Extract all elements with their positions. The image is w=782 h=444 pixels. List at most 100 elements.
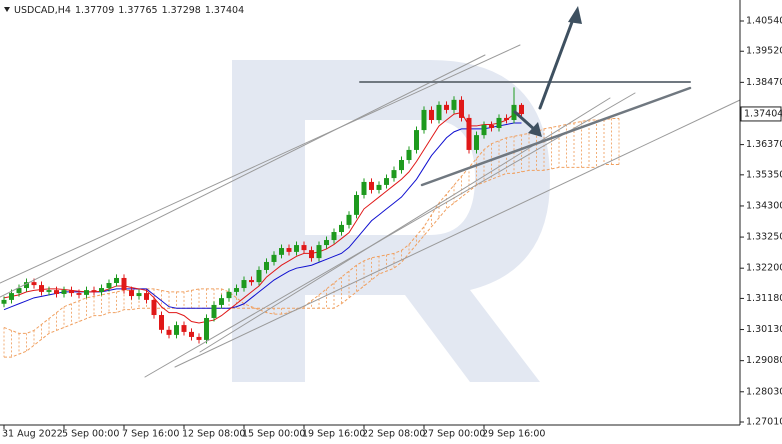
- candle-body: [466, 117, 472, 150]
- header-low: 1.37298: [162, 5, 201, 16]
- candle-body: [99, 288, 104, 292]
- candle-body: [361, 181, 367, 195]
- candle-body: [391, 170, 397, 179]
- tenkan-line: [3, 112, 522, 324]
- candle-body: [481, 125, 487, 136]
- candle-body: [301, 245, 307, 251]
- symbol: USDCAD,H4: [14, 5, 71, 16]
- y-tick-label: 1.28030: [746, 386, 782, 397]
- y-tick-label: 1.33250: [746, 232, 782, 243]
- x-tick-label: 22 Sep 08:00: [362, 429, 425, 440]
- candle-body: [354, 194, 359, 215]
- y-tick-label: 1.29080: [746, 355, 782, 366]
- forecast-arrow: [513, 110, 537, 132]
- arrow-head: [528, 122, 542, 137]
- candle-body: [31, 282, 37, 286]
- candle-body: [256, 269, 262, 283]
- candle-body: [399, 160, 404, 171]
- candle-body: [241, 280, 247, 289]
- candle-body: [159, 315, 164, 330]
- candle-body: [166, 329, 172, 335]
- candle-body: [211, 304, 217, 318]
- candle-body: [61, 290, 67, 294]
- candle-body: [346, 214, 352, 225]
- candle-body: [294, 245, 299, 252]
- candle-body: [54, 290, 59, 294]
- candle-body: [151, 299, 157, 316]
- y-tick-label: 1.39520: [746, 46, 782, 57]
- arrow-head: [568, 6, 582, 24]
- header-icon: [4, 7, 10, 12]
- candle-body: [189, 331, 194, 337]
- candle-body: [121, 277, 127, 291]
- x-tick-label: 15 Sep 00:00: [242, 429, 305, 440]
- candle-body: [324, 240, 329, 246]
- candle-body: [249, 280, 254, 283]
- y-tick-label: 1.38470: [746, 77, 782, 88]
- y-tick-label: 1.31180: [746, 293, 782, 304]
- candle-body: [271, 254, 277, 262]
- candle-body: [39, 285, 44, 292]
- candle-body: [384, 178, 389, 185]
- current-price-label: 1.37404: [744, 108, 782, 119]
- candle-body: [459, 99, 464, 118]
- y-tick-label: 1.36370: [746, 139, 782, 150]
- candle-body: [181, 325, 187, 332]
- candle-body: [286, 248, 292, 252]
- candle-body: [421, 109, 427, 131]
- x-tick-label: 19 Sep 16:00: [302, 429, 365, 440]
- x-tick-label: 29 Sep 16:00: [482, 429, 545, 440]
- candle-body: [406, 149, 412, 161]
- channel-line: [0, 54, 486, 298]
- triangle-line: [420, 86, 692, 187]
- channel-line: [174, 99, 741, 368]
- channel-line: [0, 44, 521, 284]
- candle-body: [489, 125, 494, 129]
- current-price-box: [740, 106, 782, 122]
- forecast-arrow: [538, 12, 577, 110]
- candle-body: [69, 290, 74, 294]
- candle-body: [369, 181, 374, 190]
- y-tick-label: 1.34300: [746, 200, 782, 211]
- candle-body: [339, 224, 344, 233]
- y-tick-label: 1.27010: [746, 417, 782, 428]
- candle-body: [1, 299, 7, 304]
- candle-body: [196, 336, 202, 340]
- candle-body: [9, 293, 14, 300]
- y-tick-label: 1.40540: [746, 16, 782, 27]
- candle-body: [204, 317, 209, 340]
- candle-body: [84, 290, 89, 295]
- x-tick-label: 27 Sep 00:00: [422, 429, 485, 440]
- drawings: [0, 6, 741, 378]
- x-tick-label: 5 Sep 00:00: [62, 429, 119, 440]
- candle-body: [264, 261, 269, 270]
- x-tick-label: 7 Sep 16:00: [122, 429, 179, 440]
- channel-line: [144, 92, 636, 378]
- candle-body: [444, 104, 449, 110]
- candle-body: [436, 104, 442, 121]
- header-open: 1.37709: [75, 5, 114, 16]
- candle-body: [174, 325, 179, 335]
- candle-body: [24, 282, 29, 289]
- candle-body: [226, 291, 232, 299]
- candle-body: [504, 117, 509, 121]
- candle-body: [114, 277, 119, 284]
- x-tick-label: 31 Aug 2022: [2, 429, 63, 440]
- x-tick-label: 12 Sep 08:00: [182, 429, 245, 440]
- candle-body: [429, 109, 434, 121]
- candle-body: [474, 135, 479, 150]
- candle-body: [46, 290, 52, 292]
- candle-body: [316, 245, 322, 259]
- candle-body: [496, 117, 502, 129]
- candle-body: [91, 290, 97, 292]
- y-tick-label: 1.30130: [746, 324, 782, 335]
- candle-body: [331, 232, 337, 241]
- header-close: 1.37404: [205, 5, 244, 16]
- candle-body: [129, 290, 134, 297]
- channel-line: [199, 97, 611, 353]
- header-high: 1.37765: [118, 5, 157, 16]
- candle-body: [309, 250, 314, 259]
